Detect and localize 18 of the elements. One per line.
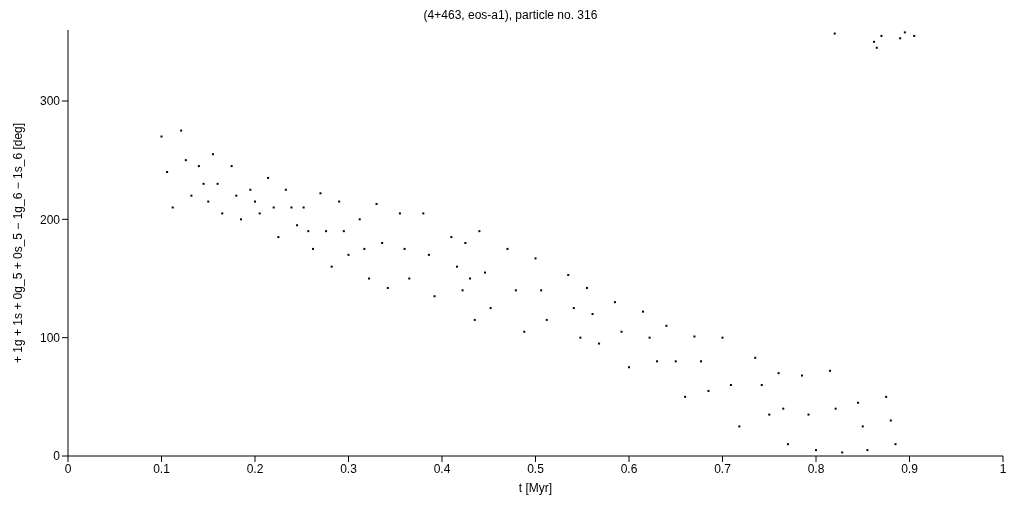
y-tick-label: 300	[39, 94, 61, 109]
x-tick-label: 0.5	[527, 461, 545, 476]
x-axis-title: t [Myr]	[518, 481, 553, 495]
x-tick-label: 0.3	[340, 461, 358, 476]
x-tick-label: 0.2	[246, 461, 264, 476]
y-tick-label: 100	[39, 330, 61, 345]
x-tick-label: 0.7	[714, 461, 732, 476]
chart-title: (4+463, eos-a1), particle no. 316	[422, 8, 599, 24]
x-tick-label: 0.6	[620, 461, 638, 476]
x-tick-label: 1	[999, 461, 1007, 476]
x-tick-label: 0.1	[153, 461, 171, 476]
y-tick-label: 200	[39, 212, 61, 227]
x-tick-label: 0	[64, 461, 72, 476]
x-tick-label: 0.8	[807, 461, 825, 476]
y-tick-label: 0	[53, 449, 61, 464]
x-tick-label: 0.9	[901, 461, 919, 476]
y-axis-title: + 1g + 1s + 0g_5 + 0s_5 − 1g_6 − 1s_6 [deg]	[11, 122, 26, 364]
x-tick-label: 0.4	[433, 461, 451, 476]
